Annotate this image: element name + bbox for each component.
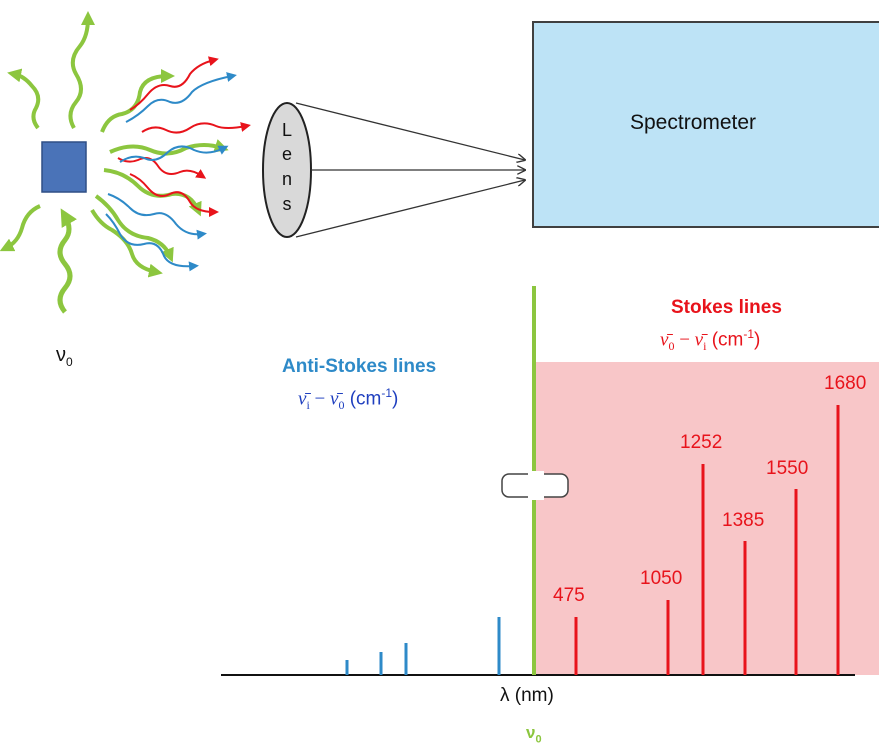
stokes-exp: -1: [743, 327, 755, 341]
anti-stokes-peaks: [345, 617, 501, 675]
nu-symbol: ν: [56, 344, 66, 366]
stokes-peak-label: 1385: [722, 510, 765, 531]
lens-letter-l: L: [281, 120, 292, 140]
stokes-nu0: ν̄: [660, 329, 669, 351]
anti-nui: ν̄: [298, 388, 307, 410]
anti-stokes-formula: ν̄i − ν̄0 (cm-1): [298, 387, 398, 411]
spectrometer-box: [532, 21, 879, 228]
anti-minus: −: [309, 388, 330, 410]
anti-nu0: ν̄: [330, 388, 339, 410]
rayleigh-nu: ν: [526, 723, 536, 742]
rayleigh-frequency-label: ν0: [526, 724, 542, 745]
stokes-peak-label: 475: [553, 585, 585, 606]
anti-close: ): [392, 388, 399, 410]
stokes-minus: −: [674, 329, 695, 351]
anti-sub0: 0: [338, 398, 345, 413]
stokes-peak-label: 1550: [766, 458, 809, 479]
focus-rays: [295, 102, 525, 238]
anti-stokes-title: Anti-Stokes lines: [282, 356, 437, 377]
stokes-nui: ν̄: [694, 329, 704, 351]
anti-unit: (cm: [344, 388, 382, 410]
anti-subi: i: [306, 398, 310, 413]
axis-label: λ (nm): [500, 685, 554, 706]
stokes-peaks: [574, 405, 840, 675]
lens-letter-n: n: [281, 169, 292, 189]
stokes-peak-label: 1680: [824, 373, 867, 394]
stokes-formula: ν̄0 − ν̄i (cm-1): [660, 328, 760, 352]
incident-frequency-label: ν0: [56, 345, 73, 368]
stokes-subi: i: [703, 339, 707, 354]
incident-wave-icon: [57, 208, 77, 314]
stokes-sub0: 0: [668, 339, 675, 354]
stokes-peak-label: 1050: [640, 568, 683, 589]
stokes-close: ): [754, 329, 761, 351]
stokes-scatter-waves: [117, 56, 251, 217]
nu-subscript: 0: [66, 355, 73, 369]
lens-letter-e: e: [281, 144, 292, 164]
axis-break-mark: [501, 471, 569, 500]
lens-letter-s: s: [282, 194, 292, 214]
anti-stokes-scatter-waves: [105, 72, 237, 272]
spectrometer-label: Spectrometer: [630, 111, 757, 134]
anti-exp: -1: [381, 386, 393, 400]
stokes-unit: (cm: [706, 329, 744, 351]
stokes-title: Stokes lines: [671, 297, 782, 318]
stokes-region-shade: [536, 362, 879, 675]
stokes-peak-label: 1252: [680, 432, 723, 453]
sample-square: [41, 141, 87, 193]
rayleigh-sub: 0: [535, 733, 542, 746]
